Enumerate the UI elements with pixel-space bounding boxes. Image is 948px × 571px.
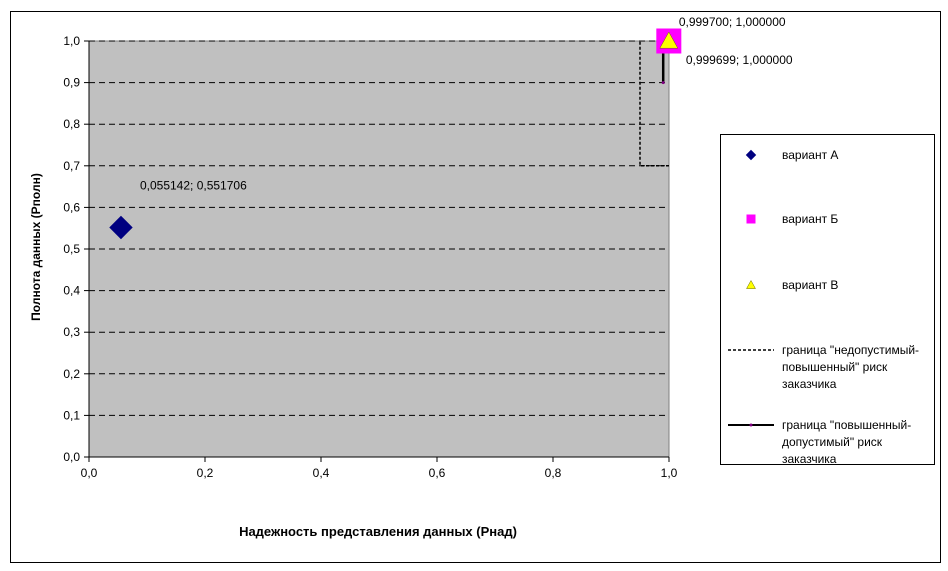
- legend-line-point: [749, 423, 753, 427]
- data-label: 0,999699; 1,000000: [686, 53, 793, 67]
- y-tick-label: 0,1: [63, 408, 80, 422]
- x-tick-label: 1,0: [661, 466, 678, 480]
- x-tick-label: 0,8: [545, 466, 562, 480]
- legend-label: вариант В: [782, 278, 838, 292]
- gridlines: [89, 40, 669, 416]
- data-label: 0,999700; 1,000000: [679, 15, 786, 29]
- y-tick-label: 0,2: [63, 367, 80, 381]
- y-tick-label: 0,8: [63, 117, 80, 131]
- legend-label: вариант А: [782, 148, 838, 162]
- data-point-diamond: [109, 215, 133, 240]
- legend-label: повышенный" риск: [782, 360, 888, 374]
- x-tick-label: 0,2: [197, 466, 214, 480]
- data-labels: 0,055142; 0,551706 0,999699; 1,000000 0,99…: [140, 15, 793, 192]
- y-tick-label: 0,9: [63, 76, 80, 90]
- y-tick-label: 0,4: [63, 284, 80, 298]
- legend-marker-triangle: [746, 279, 756, 289]
- x-tick-label: 0,4: [313, 466, 330, 480]
- y-tick-label: 0,5: [63, 242, 80, 256]
- x-tick-label: 0,0: [81, 466, 98, 480]
- legend-label: заказчика: [782, 377, 837, 391]
- data-point-triangle: [659, 31, 679, 49]
- boundary-line-unacceptable-elevated: [639, 41, 669, 167]
- legend-label: граница "недопустимый-: [782, 343, 919, 357]
- y-tick-label: 1,0: [63, 34, 80, 48]
- boundary-line-point: [661, 81, 665, 85]
- x-tick-label: 0,6: [429, 466, 446, 480]
- data-label: 0,055142; 0,551706: [140, 178, 247, 192]
- y-tick-label: 0,6: [63, 200, 80, 214]
- legend-label: допустимый" риск: [782, 435, 883, 449]
- y-axis-title: Полнота данных (Рполн): [29, 173, 43, 321]
- legend-label: вариант Б: [782, 212, 838, 226]
- x-axis-title: Надежность представления данных (Рнад): [239, 524, 517, 539]
- legend-box: [720, 134, 935, 465]
- y-tick-label: 0,7: [63, 159, 80, 173]
- legend-marker-diamond: [745, 149, 757, 161]
- legend: вариант А вариант Б вариант В граница "недо…: [720, 134, 935, 466]
- axes: 0,0 0,1 0,2 0,3 0,4 0,5 0,6 0,7 0,8 0,9 1,0 0,0 0,2 0…: [63, 34, 677, 480]
- y-tick-label: 0,3: [63, 325, 80, 339]
- legend-marker-square: [746, 214, 756, 224]
- legend-label: граница "повышенный-: [782, 418, 911, 432]
- series: [109, 28, 682, 240]
- legend-label: заказчика: [782, 452, 837, 466]
- y-tick-label: 0,0: [63, 450, 80, 464]
